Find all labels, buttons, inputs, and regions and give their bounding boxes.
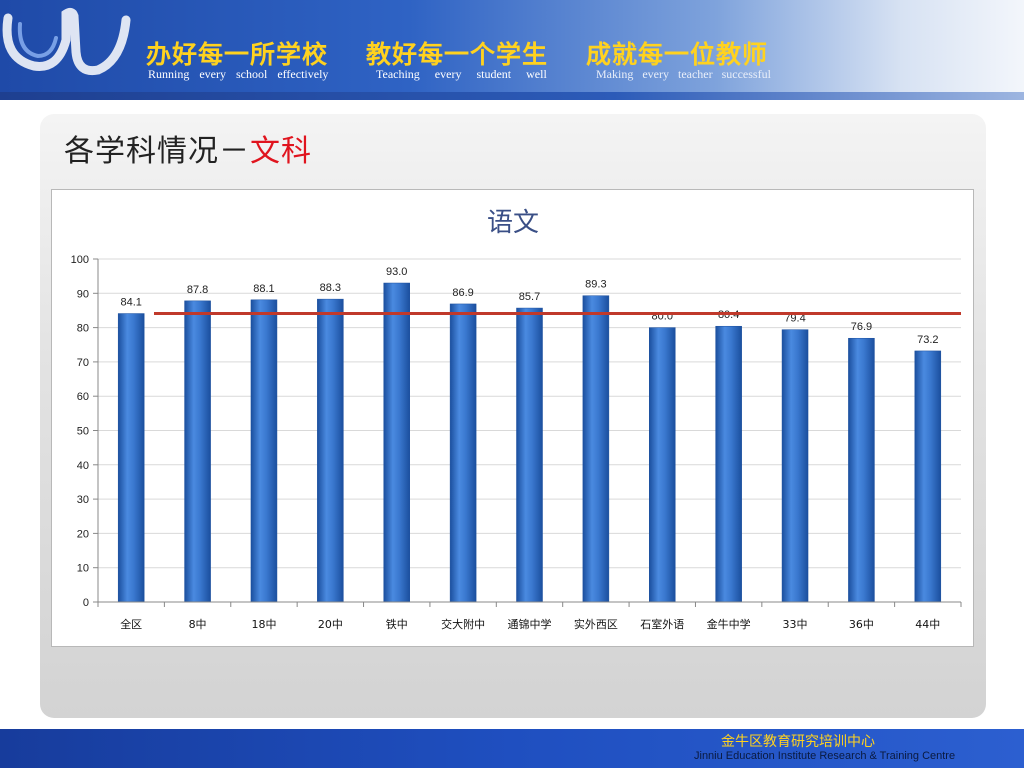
bar xyxy=(317,298,344,603)
bar-chart: 语文 0 10 20 30 40 50 60 70 80 90 100 84.1 87.8 88.1 88… xyxy=(71,208,962,631)
motto-en-1: Running every school effectively xyxy=(148,67,329,81)
x-axis: 全区 8中 18中 20中 铁中 交大附中 通锦中学 实外西区 石室外语 金牛中学 33中 36中 44… xyxy=(97,601,962,631)
bar xyxy=(449,303,477,603)
x-tick-label: 石室外语 xyxy=(640,617,684,631)
y-tick-label: 70 xyxy=(77,357,89,369)
chart-title: 语文 xyxy=(487,208,539,238)
slide-title-accent: 文科 xyxy=(250,134,312,169)
y-tick-label: 50 xyxy=(77,426,89,438)
motto-chinese: 办好每一所学校 教好每一个学生 成就每一位教师 xyxy=(146,38,826,72)
x-tick-label: 8中 xyxy=(189,618,207,631)
bar xyxy=(914,350,942,603)
x-tick-label: 交大附中 xyxy=(441,617,485,631)
y-axis: 0 10 20 30 40 50 60 70 80 90 100 xyxy=(71,254,99,609)
bar-value-label: 88.3 xyxy=(320,282,341,294)
bar xyxy=(250,299,278,603)
bar xyxy=(184,300,211,603)
x-tick-label: 33中 xyxy=(783,618,808,631)
bar xyxy=(582,295,610,603)
x-tick-label: 通锦中学 xyxy=(508,617,552,631)
bar-value-label: 87.8 xyxy=(187,284,208,296)
x-tick-label: 实外西区 xyxy=(574,617,618,631)
slide-title: 各学科情况－文科 xyxy=(64,126,312,170)
motto-cn-1: 办好每一所学校 xyxy=(146,40,329,69)
bar xyxy=(848,337,875,603)
header-banner: 办好每一所学校 教好每一个学生 成就每一位教师 Running every scho… xyxy=(0,0,1024,92)
logo-icon xyxy=(2,7,131,76)
footer-bar xyxy=(0,729,1024,768)
x-tick-label: 铁中 xyxy=(386,618,408,631)
slide-title-prefix: 各学科情况－ xyxy=(64,134,250,169)
y-tick-label: 60 xyxy=(77,391,89,403)
y-tick-label: 10 xyxy=(77,563,89,575)
chart-bars: 84.187.8 88.1 88.393.086.9 85.789.380.0 80.4… xyxy=(117,266,942,603)
x-tick-label: 金牛中学 xyxy=(707,617,751,631)
y-tick-label: 0 xyxy=(83,597,89,609)
bar xyxy=(715,325,742,603)
motto-cn-2: 教好每一个学生 xyxy=(366,40,549,69)
bar-value-label: 80.4 xyxy=(718,309,739,321)
header-divider xyxy=(0,92,1024,100)
y-tick-label: 20 xyxy=(77,528,89,540)
motto-en-3: Making every teacher successful xyxy=(596,67,771,81)
bar-value-label: 93.0 xyxy=(386,266,407,278)
y-tick-label: 100 xyxy=(71,254,89,266)
bar-value-label: 79.4 xyxy=(784,313,805,325)
y-tick-label: 40 xyxy=(77,460,89,472)
bar xyxy=(516,307,543,603)
bar-value-label: 73.2 xyxy=(917,334,938,346)
bar-value-label: 85.7 xyxy=(519,291,540,303)
x-tick-label: 36中 xyxy=(849,618,874,631)
chart-container: 语文 0 10 20 30 40 50 60 70 80 90 100 84.1 87.8 88.1 88… xyxy=(51,189,974,647)
motto-en-2: Teaching every student well xyxy=(376,67,547,81)
bar xyxy=(383,282,410,603)
bar xyxy=(781,329,809,603)
bar-value-label: 86.9 xyxy=(452,287,473,299)
x-tick-label: 44中 xyxy=(915,618,940,631)
x-tick-label: 全区 xyxy=(120,617,142,631)
bar xyxy=(649,327,676,603)
bar-value-label: 88.1 xyxy=(253,283,274,295)
x-tick-label: 20中 xyxy=(318,618,343,631)
y-tick-label: 30 xyxy=(77,494,89,506)
bar-value-label: 76.9 xyxy=(851,321,872,333)
bar xyxy=(117,313,145,603)
motto-cn-3: 成就每一位教师 xyxy=(586,40,769,69)
footer-org-english: Jinniu Education Institute Research & Tr… xyxy=(694,750,956,762)
footer-org-chinese: 金牛区教育研究培训中心 xyxy=(721,734,875,750)
bar-value-label: 84.1 xyxy=(120,297,141,309)
bar-value-label: 89.3 xyxy=(585,279,606,291)
y-tick-label: 90 xyxy=(77,288,89,300)
y-tick-label: 80 xyxy=(77,323,89,335)
x-tick-label: 18中 xyxy=(251,618,276,631)
